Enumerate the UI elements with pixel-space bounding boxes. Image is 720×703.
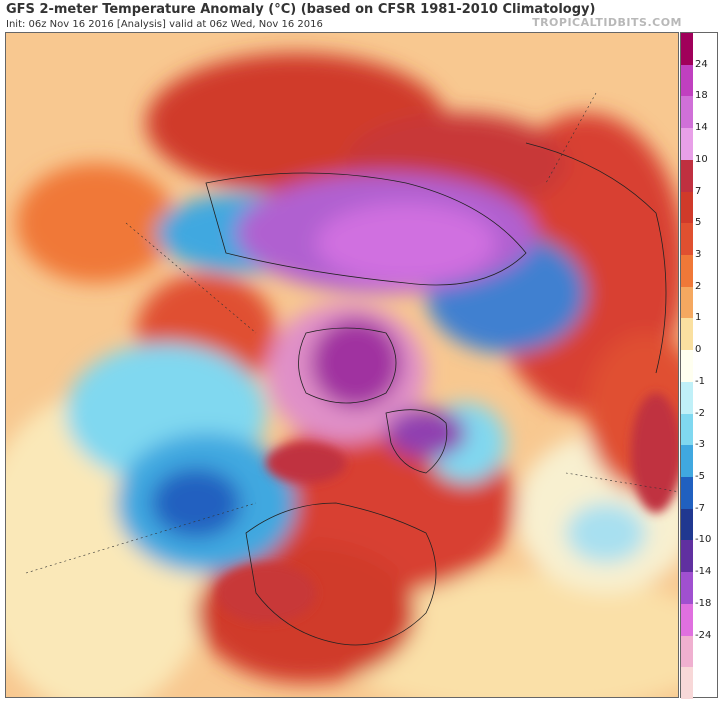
- colorbar-tick-label: -5: [695, 471, 705, 482]
- colorbar-swatch: [681, 445, 693, 478]
- init-valid-time: Init: 06z Nov 16 2016 [Analysis] valid a…: [6, 19, 323, 30]
- colorbar-swatch: [681, 191, 693, 224]
- colorbar-swatch: [681, 413, 693, 446]
- page-title: GFS 2-meter Temperature Anomaly (°C) (ba…: [6, 2, 596, 17]
- colorbar-swatch: [681, 635, 693, 668]
- colorbar-tick-label: -1: [695, 375, 705, 387]
- colorbar-swatch: [681, 286, 693, 319]
- colorbar-swatch: [681, 508, 693, 541]
- colorbar-swatch: [681, 477, 693, 510]
- colorbar: 24 18 14 10 7 5 3 2 1 0 -1 -2 -3 -5 -7 -10 -14 -18 -24: [680, 32, 718, 700]
- colorbar-tick-label: -2: [695, 407, 705, 419]
- colorbar-swatch: [681, 96, 693, 129]
- colorbar-swatch: [681, 159, 693, 193]
- colorbar-tick-label: 18: [695, 90, 708, 102]
- anomaly-map: [5, 32, 679, 698]
- colorbar-swatch: [681, 603, 693, 637]
- colorbar-tick-label: -18: [695, 597, 712, 609]
- colorbar-swatch: [681, 255, 693, 288]
- colorbar-tick-label: 2: [695, 280, 702, 292]
- colorbar-tick-label: -24: [695, 629, 712, 641]
- colorbar-tick-label: -14: [695, 566, 712, 578]
- brand-watermark[interactable]: TROPICALTIDBITS.COM: [532, 16, 682, 29]
- colorbar-tick-label: 5: [695, 217, 702, 229]
- colorbar-swatch: [681, 381, 693, 415]
- colorbar-tick-label: 24: [695, 58, 708, 70]
- colorbar-swatch: [681, 572, 693, 605]
- colorbar-swatch: [681, 128, 693, 161]
- colorbar-swatch: [681, 64, 693, 97]
- colorbar-tick-label: 3: [695, 249, 702, 260]
- colorbar-swatch: [681, 223, 693, 256]
- colorbar-swatch: [681, 667, 693, 700]
- map-canvas: [6, 33, 678, 697]
- colorbar-swatch: [681, 350, 693, 383]
- colorbar-tick-label: 7: [695, 185, 702, 197]
- colorbar-swatch: [681, 540, 693, 573]
- colorbar-swatch: [681, 33, 693, 66]
- coastlines: [205, 142, 667, 646]
- colorbar-swatch: [681, 318, 693, 351]
- colorbar-tick-label: 14: [695, 122, 708, 134]
- colorbar-tick-label: 1: [695, 312, 702, 324]
- fine-detail: [216, 393, 678, 623]
- colorbar-tick-label: -10: [695, 534, 712, 546]
- colorbar-tick-label: -3: [695, 439, 705, 451]
- colorbar-tick-label: -7: [695, 502, 705, 514]
- graticule: [25, 92, 678, 574]
- colorbar-tick-label: 10: [695, 153, 708, 165]
- colorbar-tick-label: 0: [695, 344, 702, 356]
